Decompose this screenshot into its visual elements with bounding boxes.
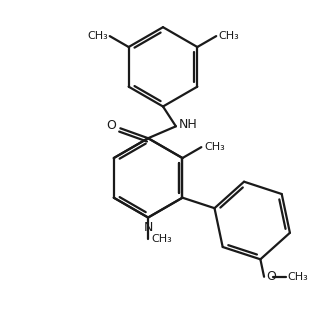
Text: CH₃: CH₃ bbox=[151, 234, 172, 244]
Text: CH₃: CH₃ bbox=[218, 31, 239, 41]
Text: O: O bbox=[266, 270, 276, 283]
Text: NH: NH bbox=[179, 118, 198, 131]
Text: CH₃: CH₃ bbox=[204, 142, 225, 152]
Text: CH₃: CH₃ bbox=[87, 31, 108, 41]
Text: O: O bbox=[107, 119, 116, 132]
Text: N: N bbox=[143, 221, 153, 234]
Text: CH₃: CH₃ bbox=[288, 272, 308, 282]
